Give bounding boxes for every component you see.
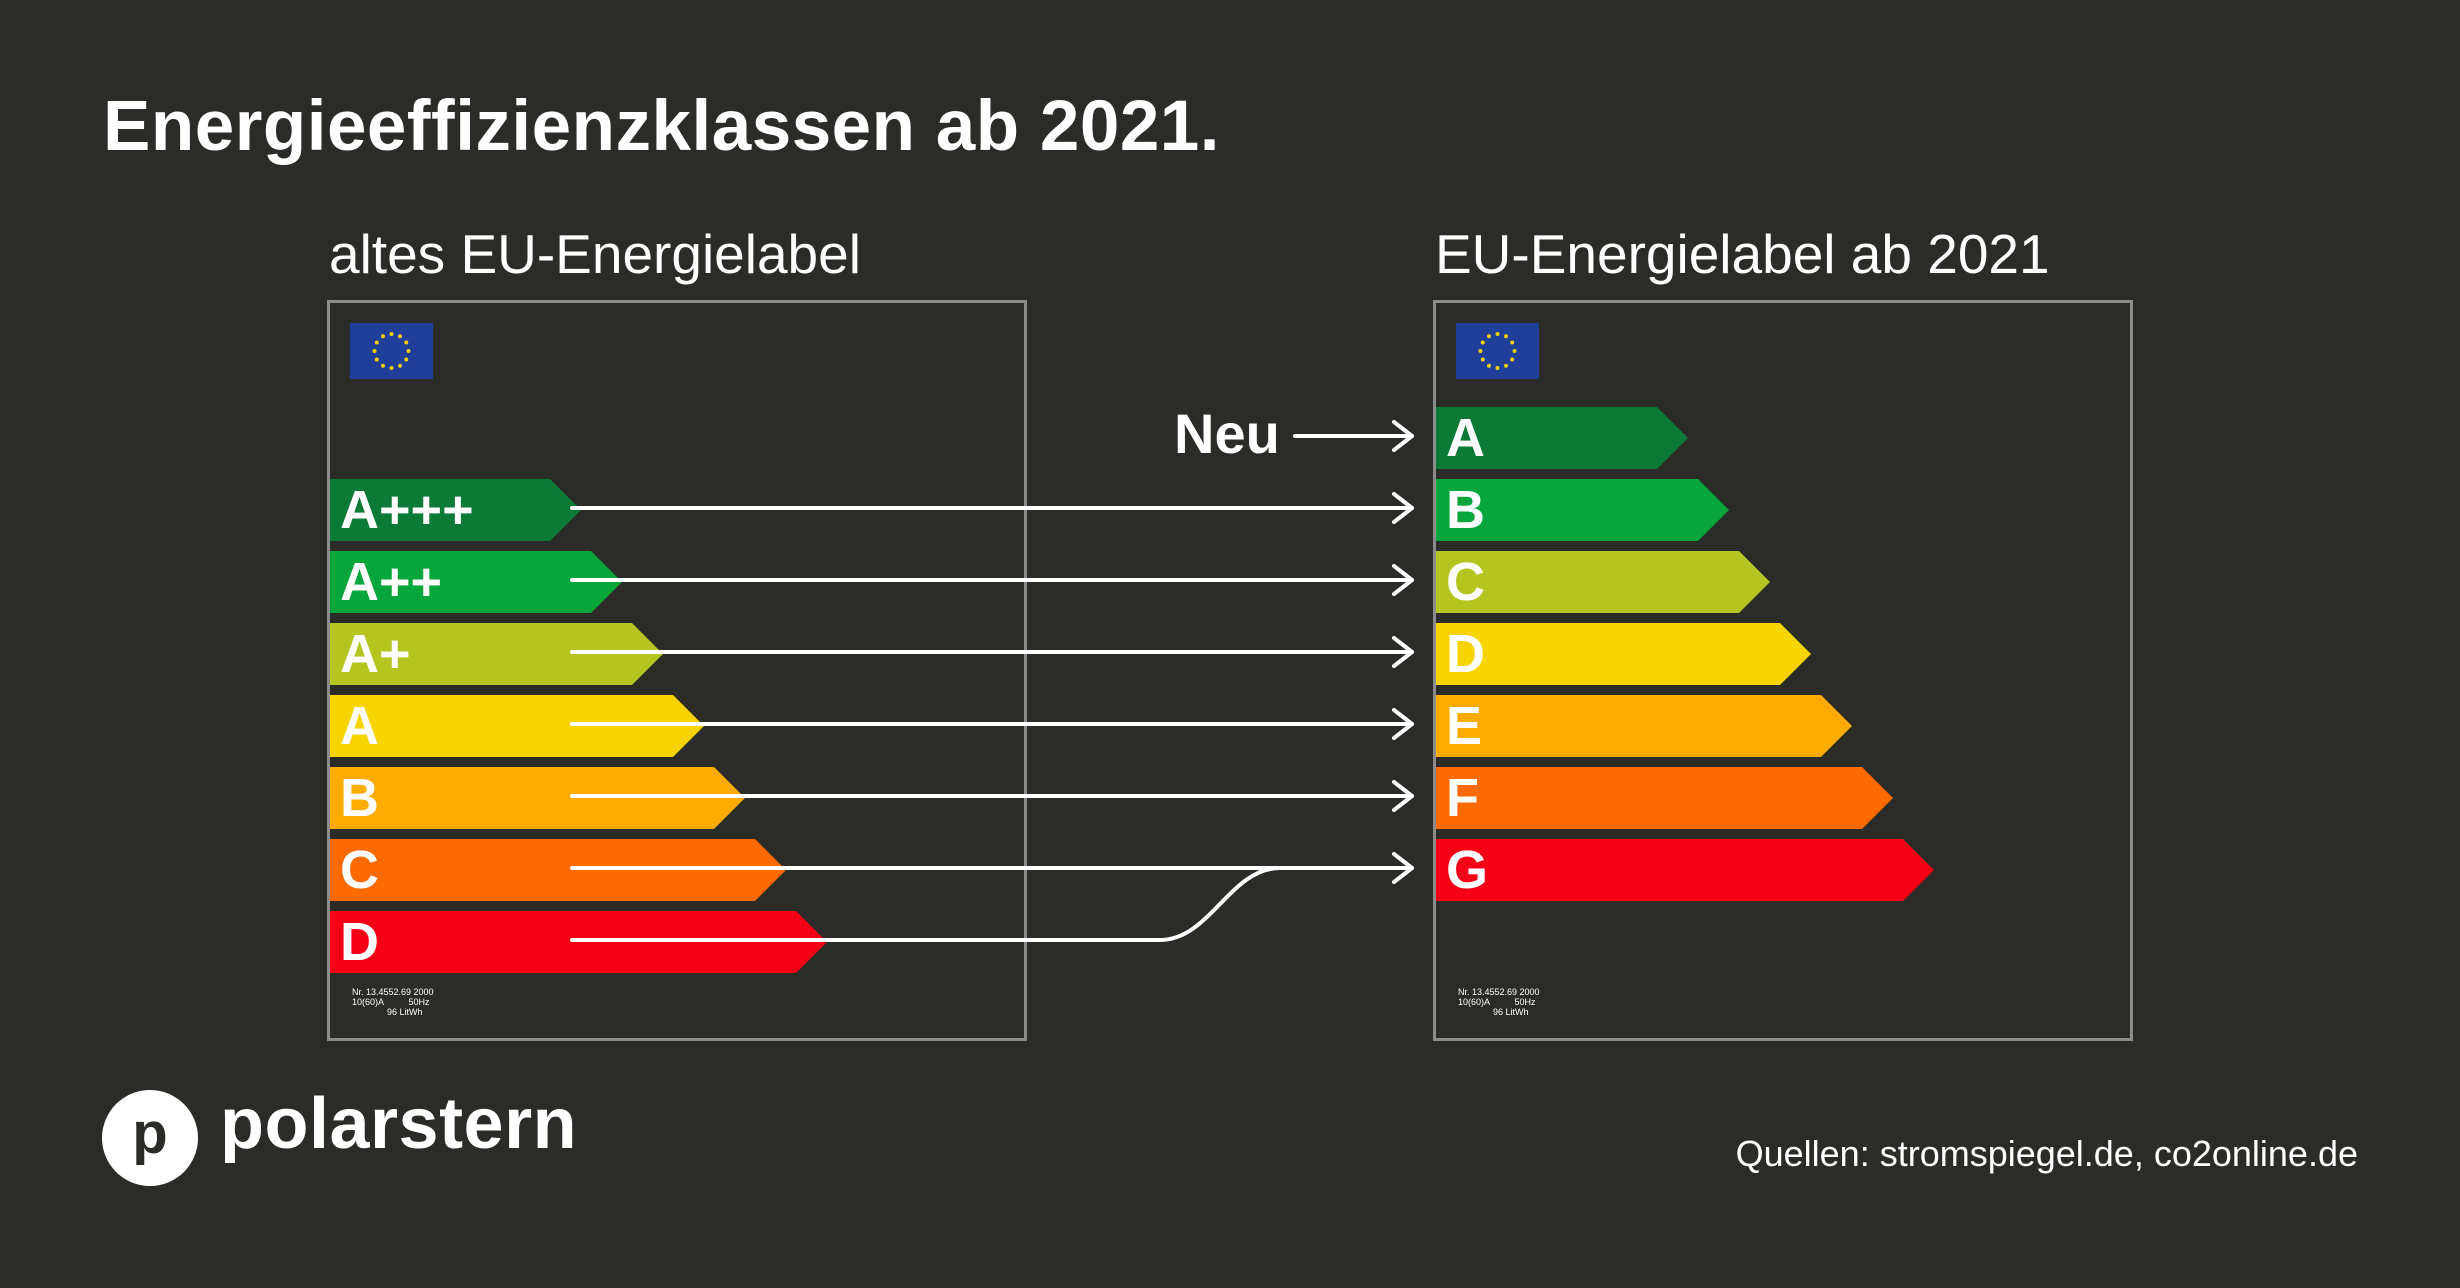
new-class-label: E — [1446, 696, 1483, 756]
old-class-label: A — [340, 696, 379, 756]
new-label-heading: EU-Energielabel ab 2021 — [1435, 223, 2050, 285]
old-class-label: A+++ — [340, 480, 474, 540]
old-class-bar: A++ — [330, 551, 622, 613]
new-class-bar: G — [1436, 839, 1934, 901]
old-class-bar: A — [330, 695, 704, 757]
new-class-bar: D — [1436, 623, 1811, 685]
old-label-fine-print: Nr. 13.4552.69 2000 10(60)A 50Hz 96 LitW… — [352, 987, 434, 1017]
polarstern-logo-icon: p — [102, 1090, 198, 1186]
eu-star — [1478, 349, 1483, 353]
eu-star — [406, 349, 411, 353]
new-class-bar: C — [1436, 551, 1770, 613]
old-class-bar: C — [330, 839, 786, 901]
new-class-bar: F — [1436, 767, 1893, 829]
eu-star — [372, 349, 377, 353]
old-label-heading: altes EU-Energielabel — [329, 223, 861, 285]
eu-star — [389, 366, 394, 370]
old-class-bar: A+ — [330, 623, 663, 685]
brand-name: polarstern — [220, 1084, 578, 1164]
eu-star — [389, 332, 394, 336]
eu-star — [1510, 340, 1515, 345]
eu-star — [374, 357, 379, 362]
old-class-label: B — [340, 768, 379, 828]
eu-star — [1510, 357, 1515, 362]
eu-star — [1495, 366, 1500, 370]
old-class-bar: A+++ — [330, 479, 581, 541]
eu-stars-icon — [1478, 332, 1517, 370]
eu-star — [404, 340, 409, 345]
eu-star — [1487, 363, 1491, 368]
new-class-bar: B — [1436, 479, 1729, 541]
new-class-label: F — [1446, 768, 1479, 828]
old-energy-label: A+++ A++ A+ A B C D Nr. 13.4552.69 2000 … — [327, 300, 1027, 1041]
old-class-bar: B — [330, 767, 745, 829]
eu-stars-icon — [372, 332, 411, 370]
new-class-label: G — [1446, 840, 1489, 900]
eu-star — [398, 363, 402, 368]
eu-flag-icon — [350, 323, 433, 379]
eu-star — [1487, 334, 1491, 339]
new-class-label: D — [1446, 624, 1485, 684]
new-class-label: C — [1446, 552, 1485, 612]
new-class-label: A — [1446, 408, 1485, 468]
old-class-label: C — [340, 840, 379, 900]
eu-star — [398, 334, 402, 339]
eu-star — [1504, 363, 1508, 368]
new-class-bar: E — [1436, 695, 1852, 757]
neu-arrow — [1293, 420, 1414, 452]
eu-star — [404, 357, 409, 362]
eu-star — [1512, 349, 1517, 353]
eu-flag-icon — [1456, 323, 1539, 379]
eu-star — [374, 340, 379, 345]
new-class-bar: A — [1436, 407, 1688, 469]
eu-star — [1495, 332, 1500, 336]
eu-star — [1504, 334, 1508, 339]
old-class-bar: D — [330, 911, 827, 973]
neu-label: Neu — [1174, 402, 1280, 465]
old-class-label: D — [340, 912, 379, 972]
eu-star — [1480, 357, 1485, 362]
new-energy-label: A B C D E F G Nr. 13.4552.69 2000 10(60)… — [1433, 300, 2133, 1041]
sources-text: Quellen: stromspiegel.de, co2online.de — [1735, 1133, 2358, 1174]
old-class-label: A+ — [340, 624, 411, 684]
old-class-label: A++ — [340, 552, 443, 612]
new-label-fine-print: Nr. 13.4552.69 2000 10(60)A 50Hz 96 LitW… — [1458, 987, 1540, 1017]
eu-star — [1480, 340, 1485, 345]
page-title: Energieeffizienzklassen ab 2021. — [103, 87, 1221, 166]
logo-letter: p — [132, 1101, 168, 1166]
eu-star — [381, 363, 385, 368]
new-class-label: B — [1446, 480, 1485, 540]
eu-star — [381, 334, 385, 339]
